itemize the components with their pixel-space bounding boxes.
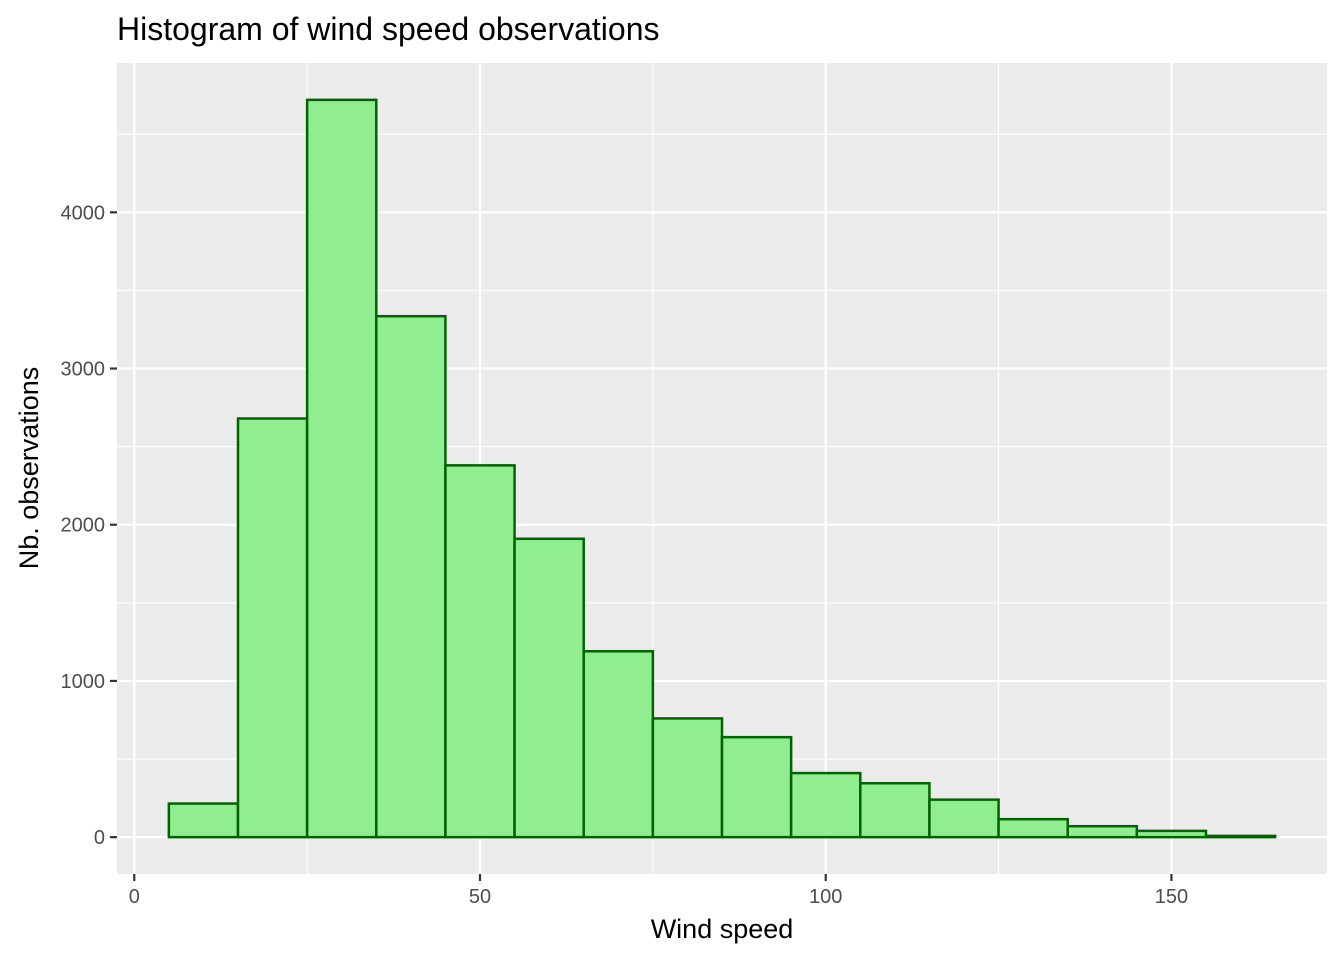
x-tick-label: 50 <box>469 886 491 908</box>
y-axis-ticks: 0 1000 2000 3000 4000 <box>61 202 117 849</box>
y-tick-label: 0 <box>94 827 105 849</box>
histogram-bar <box>789 771 862 839</box>
histogram-bar <box>167 802 240 839</box>
histogram-bar <box>859 781 931 839</box>
histogram-bar <box>444 464 516 839</box>
x-tick-label: 150 <box>1155 886 1188 908</box>
x-tick-label: 100 <box>809 886 842 908</box>
histogram-bar <box>997 817 1069 839</box>
histogram-bar <box>1135 829 1208 839</box>
histogram-bar <box>1066 824 1139 839</box>
y-tick-label: 1000 <box>61 671 106 693</box>
y-tick-label: 3000 <box>61 359 106 381</box>
y-tick-label: 4000 <box>61 202 106 224</box>
histogram-bar <box>582 650 655 839</box>
y-tick-label: 2000 <box>61 515 106 537</box>
histogram-bars <box>167 98 1277 839</box>
histogram-bar <box>720 735 793 839</box>
x-axis-title: Wind speed <box>651 914 794 944</box>
y-axis-title: Nb. observations <box>14 367 44 570</box>
histogram-bar <box>513 537 585 839</box>
x-tick-label: 0 <box>129 886 140 908</box>
histogram-bar <box>305 98 378 839</box>
histogram-bar <box>928 798 1000 839</box>
histogram-bar <box>236 417 309 839</box>
histogram-bar <box>651 717 724 839</box>
histogram-bar <box>1204 834 1277 839</box>
chart-title: Histogram of wind speed observations <box>117 11 660 47</box>
x-axis-ticks: 0 50 100 150 <box>129 874 1188 908</box>
histogram-bar <box>375 314 447 839</box>
